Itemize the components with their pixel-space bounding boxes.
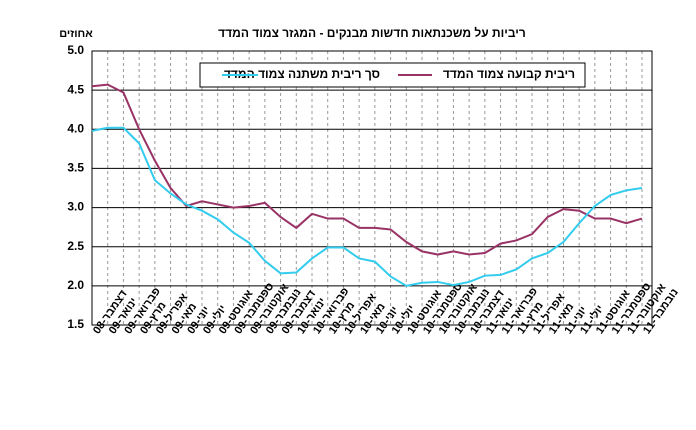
- chart-title: ריביות על משכנתאות חדשות מבנקים - המגזר …: [218, 26, 526, 40]
- y-tick-label: 4.5: [67, 82, 84, 96]
- y-tick-label: 2.5: [67, 239, 84, 253]
- y-axis-label: אחוזים: [59, 28, 93, 40]
- y-tick-label: 5.0: [67, 43, 84, 57]
- series-line: [91, 83, 643, 256]
- y-tick-label: 1.5: [67, 317, 84, 331]
- y-tick-label: 2.0: [67, 278, 84, 292]
- y-tick-label: 4.0: [67, 121, 84, 135]
- legend-label: סך ריבית משתנה צמוד המדד: [224, 67, 380, 81]
- y-tick-label: 3.5: [67, 161, 84, 175]
- plot-frame: [91, 50, 653, 326]
- legend-box: [199, 62, 586, 88]
- legend-label: ריבית קבועה צמוד המדד: [443, 67, 575, 81]
- y-tick-label: 3.0: [67, 200, 84, 214]
- series-line: [91, 126, 643, 287]
